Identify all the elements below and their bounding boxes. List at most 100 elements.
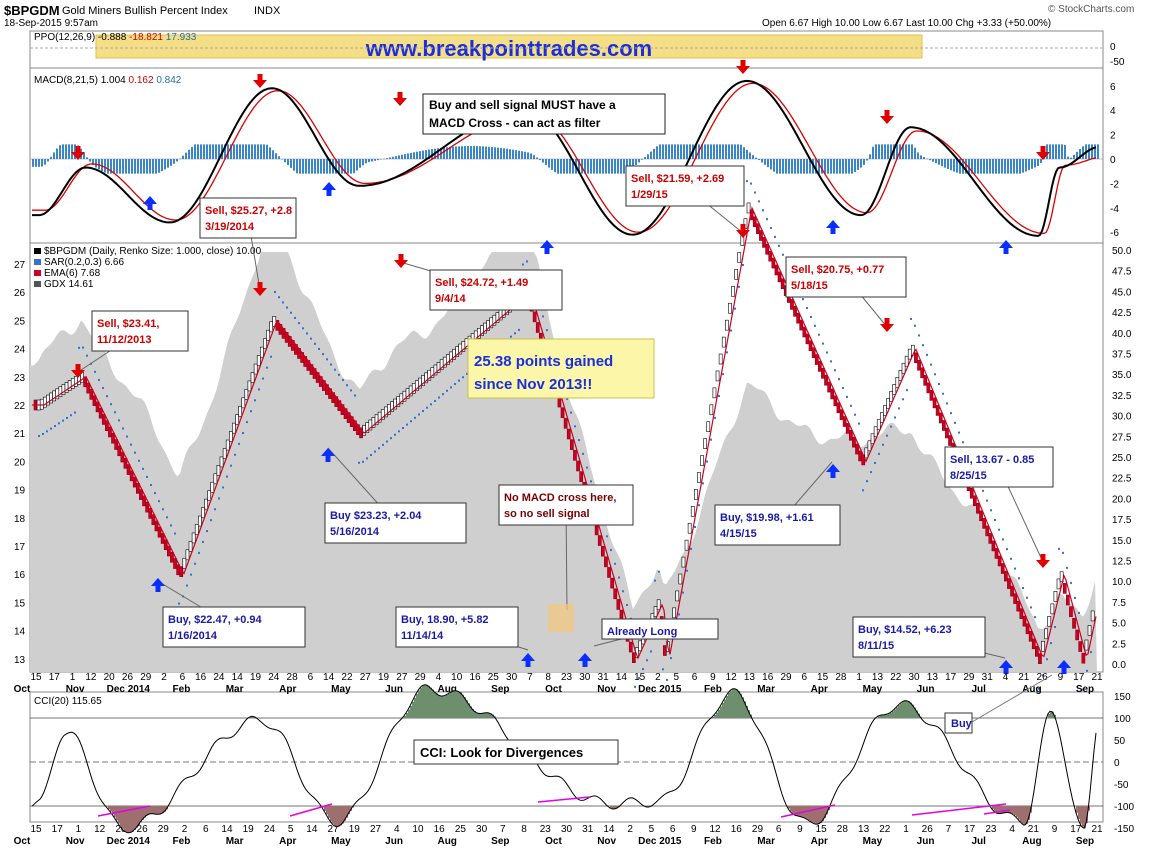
x-day-label: 29 <box>415 672 427 683</box>
price-buy-arrow <box>151 578 165 592</box>
sar-dot <box>998 528 1000 531</box>
macd-sell-arrow-head <box>736 66 750 74</box>
x-day-label: 1 <box>856 672 862 683</box>
histogram-bar <box>419 151 421 159</box>
x-day-label: 30 <box>506 672 518 683</box>
sar-dot <box>142 467 144 470</box>
renko-brick <box>194 524 199 535</box>
histogram-bar <box>98 159 100 170</box>
price-right-tick: 47.5 <box>1112 267 1132 278</box>
x-month-label: Sep <box>1076 836 1094 847</box>
renko-brick <box>597 535 602 546</box>
renko-brick <box>672 607 676 619</box>
sar-dot <box>842 387 844 390</box>
x-month-label: Mar <box>226 836 244 847</box>
price-sell-arrow-stem <box>740 224 746 230</box>
renko-brick <box>1081 652 1086 664</box>
histogram-bar <box>83 152 85 159</box>
ppo-legend: PPO(12,26,9) -0.888 -18.821 17.933 <box>34 32 197 43</box>
histogram-bar <box>1091 144 1093 159</box>
sar-dot <box>754 191 756 194</box>
histogram-bar <box>383 158 385 160</box>
renko-brick <box>616 599 621 610</box>
macd-buy-arrow-head <box>322 182 336 190</box>
histogram-bar <box>686 144 688 159</box>
macd-buy-arrow <box>143 196 157 210</box>
x-day-label: 24 <box>268 672 280 683</box>
cci-oversold-fill <box>32 806 1090 833</box>
sar-dot <box>410 420 412 423</box>
ppo-legend-value: 17.933 <box>166 32 197 43</box>
price-sell-arrow <box>880 318 894 332</box>
histogram-bar <box>986 159 988 174</box>
histogram-bar <box>935 159 937 164</box>
price-sell-arrow-stem <box>1040 554 1046 560</box>
renko-brick <box>774 264 779 276</box>
callout-line: Sell, $23.41, <box>97 318 159 330</box>
histogram-bar <box>830 159 832 174</box>
renko-brick <box>678 573 683 585</box>
x-day-label: 27 <box>360 672 372 683</box>
histogram-bar <box>797 159 799 174</box>
cci-y-tick: 50 <box>1114 736 1126 747</box>
renko-brick <box>728 302 732 314</box>
histogram-bar <box>701 144 703 159</box>
histogram-bar <box>755 157 757 159</box>
sar-dot <box>186 584 188 587</box>
x-month-label: Jul <box>971 836 986 847</box>
renko-brick <box>802 326 807 338</box>
histogram-bar <box>728 144 730 159</box>
sar-dot <box>1038 687 1040 690</box>
histogram-bar <box>1061 144 1063 159</box>
price-buy-arrow <box>578 653 592 667</box>
macd-legend: MACD(8,21,5) 1.004 0.162 0.842 <box>34 75 182 86</box>
callout-box <box>91 310 189 352</box>
sar-dot <box>1054 626 1056 629</box>
callout-line: 9/4/14 <box>435 293 466 305</box>
sar-dot <box>690 547 692 550</box>
sar-dot <box>154 492 156 495</box>
histogram-bar <box>806 159 808 174</box>
renko-brick <box>759 230 763 241</box>
histogram-bar <box>785 159 787 174</box>
price-sell-arrow <box>736 224 750 238</box>
histogram-bar <box>749 152 751 159</box>
histogram-bar <box>1079 149 1081 159</box>
sar-dot <box>886 434 888 437</box>
histogram-bar <box>1019 159 1021 174</box>
renko-brick <box>712 387 717 399</box>
renko-brick <box>259 346 264 358</box>
renko-brick <box>594 524 599 536</box>
sar-dot <box>170 524 172 527</box>
histogram-bar <box>989 159 991 174</box>
histogram-bar <box>704 144 706 159</box>
upper-x-axis: 15 17 1 12 20 26 29 2 6 16 24 14 19 24 28 6 14 22 27 19 27 29… <box>14 672 1103 695</box>
x-month-label: Nov <box>597 836 616 847</box>
renko-brick <box>814 354 819 365</box>
histogram-bar <box>1076 151 1078 159</box>
histogram-bar <box>647 154 649 159</box>
renko-brick <box>151 514 156 525</box>
macd-legend-value: 0.842 <box>156 75 181 86</box>
histogram-bar <box>317 159 319 174</box>
macd-y-tick: -4 <box>1110 204 1119 215</box>
histogram-bar <box>380 159 382 160</box>
cci-y-tick: -100 <box>1114 802 1134 813</box>
sar-dot <box>126 435 128 438</box>
histogram-bar <box>1034 159 1036 168</box>
x-day-label: 28 <box>287 672 299 683</box>
histogram-bar <box>764 159 766 165</box>
x-day-label: 27 <box>370 824 382 835</box>
price-buy-arrow <box>521 653 535 667</box>
renko-brick <box>684 539 689 551</box>
callout-box <box>601 618 719 640</box>
histogram-bar <box>671 144 673 159</box>
histogram-bar <box>338 159 340 174</box>
histogram-bar <box>677 144 679 159</box>
histogram-bar <box>632 159 634 168</box>
renko-brick <box>98 407 103 419</box>
x-month-label: Mar <box>226 684 244 695</box>
histogram-bar <box>476 146 478 159</box>
histogram-bar <box>107 159 109 174</box>
sar-dot <box>446 389 448 392</box>
